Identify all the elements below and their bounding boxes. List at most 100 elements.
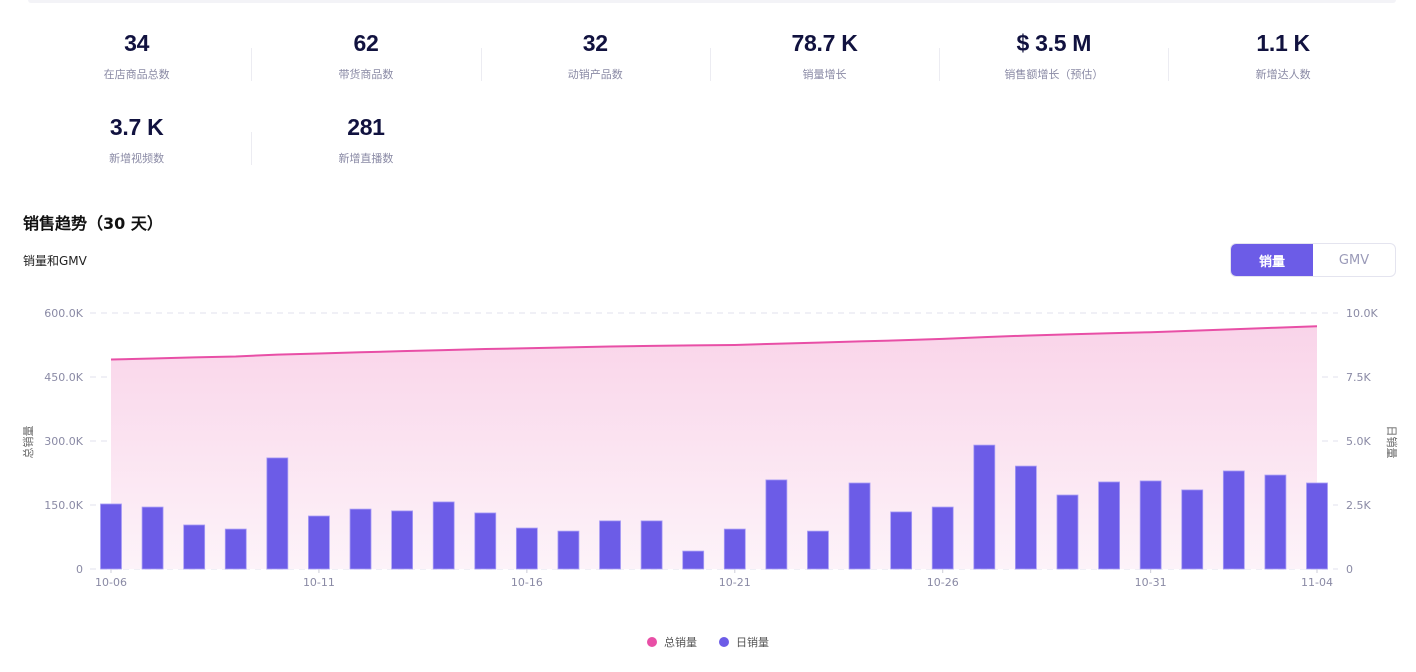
y-tick-label: 450.0K <box>44 371 83 384</box>
stat-card: 3.7 K 新增视频数 <box>22 112 251 196</box>
y-tick-label: 5.0K <box>1346 435 1371 448</box>
total-sales-line-series <box>110 325 1318 361</box>
x-tick-label: 10-06 <box>95 576 127 589</box>
bar <box>141 506 164 570</box>
x-tick-label: 10-26 <box>927 576 959 589</box>
x-tick-label: 10-16 <box>511 576 543 589</box>
divider <box>1168 48 1170 81</box>
stat-label: 带货商品数 <box>338 68 394 81</box>
total-sales-area-series <box>111 326 1317 569</box>
bar <box>515 527 538 570</box>
bar <box>1222 470 1245 570</box>
stat-value: 78.7 K <box>791 30 858 56</box>
legend-dot-icon <box>647 637 657 647</box>
stat-label: 新增达人数 <box>1255 68 1311 81</box>
y-tick-label: 2.5K <box>1346 499 1371 512</box>
divider <box>480 48 482 81</box>
divider <box>251 132 253 165</box>
bar <box>599 520 621 570</box>
stat-label: 新增视频数 <box>109 152 165 165</box>
stat-label: 新增直播数 <box>338 152 394 165</box>
stat-card: 34 在店商品总数 <box>22 28 251 112</box>
bar <box>1181 489 1204 570</box>
section-title: 销售趋势（30 天） <box>23 214 163 233</box>
stat-value: 62 <box>353 30 379 56</box>
stat-card: 1.1 K 新增达人数 <box>1168 28 1397 112</box>
stat-value: 3.7 K <box>109 114 164 140</box>
bar <box>1098 481 1120 570</box>
stats-row-2: 3.7 K 新增视频数 281 新增直播数 <box>22 112 1398 196</box>
x-tick-label: 10-11 <box>303 576 335 589</box>
bar <box>1014 465 1037 570</box>
legend-dot-icon <box>719 637 729 647</box>
y-tick-label: 0 <box>76 563 83 576</box>
stat-card: 32 动销产品数 <box>480 28 710 112</box>
area-fill <box>111 326 1317 569</box>
divider <box>939 48 941 81</box>
stats-panel: 34 在店商品总数 62 带货商品数 32 动销产品数 78.7 K 销量增长 … <box>22 28 1398 196</box>
bar <box>100 503 122 570</box>
bar <box>266 457 289 570</box>
stats-row-1: 34 在店商品总数 62 带货商品数 32 动销产品数 78.7 K 销量增长 … <box>22 28 1398 112</box>
toggle-gmv[interactable]: GMV <box>1338 252 1370 268</box>
legend-item-daily-sales[interactable]: 日销量 <box>719 634 769 650</box>
bar <box>931 506 954 570</box>
legend-label: 总销量 <box>664 636 697 649</box>
stat-card: 281 新增直播数 <box>251 112 480 196</box>
bar <box>640 520 663 570</box>
stat-label: 在店商品总数 <box>103 68 170 81</box>
bar <box>1139 480 1162 570</box>
bar <box>1264 474 1287 570</box>
bar <box>183 524 206 570</box>
stat-value: $ 3.5 M <box>1016 30 1092 56</box>
y-axis-right-title: 日销量 <box>1385 426 1399 459</box>
y-tick-label: 10.0K <box>1346 307 1378 320</box>
bar <box>474 512 497 570</box>
daily-sales-bar-series <box>100 444 1328 570</box>
y-tick-label: 300.0K <box>44 435 83 448</box>
chart-legend: 总销量 日销量 <box>0 634 1416 650</box>
chart-subtitle: 销量和GMV <box>23 254 87 268</box>
stat-value: 32 <box>582 30 608 56</box>
bar <box>890 511 913 570</box>
y-axis-left-title: 总销量 <box>21 426 35 459</box>
y-tick-label: 150.0K <box>44 499 83 512</box>
bar <box>807 530 829 570</box>
bar <box>432 501 455 570</box>
divider <box>709 48 711 81</box>
bar <box>1306 482 1328 570</box>
stat-value: 1.1 K <box>1256 30 1310 56</box>
toggle-sales-volume[interactable]: 销量 <box>1231 244 1313 276</box>
bar <box>349 508 372 570</box>
bar <box>848 482 871 570</box>
stat-card: $ 3.5 M 销售额增长（预估） <box>939 28 1168 112</box>
metric-toggle: 销量 GMV <box>1230 243 1396 277</box>
stat-label: 动销产品数 <box>567 68 623 81</box>
bar <box>723 528 746 570</box>
bar <box>765 479 788 570</box>
legend-label: 日销量 <box>736 636 769 649</box>
bar <box>1056 494 1079 570</box>
y-axis-left: 0 150.0K 300.0K 450.0K 600.0K <box>44 307 83 576</box>
x-tick-label: 10-31 <box>1135 576 1167 589</box>
x-axis: 10-06 10-11 10-16 10-21 10-26 10-31 11-04 <box>95 569 1333 589</box>
y-tick-label: 600.0K <box>44 307 83 320</box>
y-tick-label: 0 <box>1346 563 1353 576</box>
y-tick-label: 7.5K <box>1346 371 1371 384</box>
x-tick-label: 10-21 <box>719 576 751 589</box>
bar <box>391 510 414 570</box>
stat-label: 销量增长 <box>802 68 847 81</box>
bar <box>973 444 996 570</box>
divider <box>251 48 253 81</box>
sales-trend-chart: 0 150.0K 300.0K 450.0K 600.0K 0 2.5K 5.0K 7.5K 1… <box>21 307 1399 589</box>
stat-label: 销售额增长（预估） <box>1004 68 1104 81</box>
bar <box>557 530 580 570</box>
line-path <box>110 325 1318 361</box>
y-axis-right: 0 2.5K 5.0K 7.5K 10.0K <box>1346 307 1378 576</box>
top-panel-edge <box>28 0 1396 3</box>
stat-card: 78.7 K 销量增长 <box>709 28 939 112</box>
stat-value: 281 <box>347 114 385 140</box>
stat-value: 34 <box>124 30 150 56</box>
bar <box>682 550 705 570</box>
legend-item-total-sales[interactable]: 总销量 <box>647 634 697 650</box>
